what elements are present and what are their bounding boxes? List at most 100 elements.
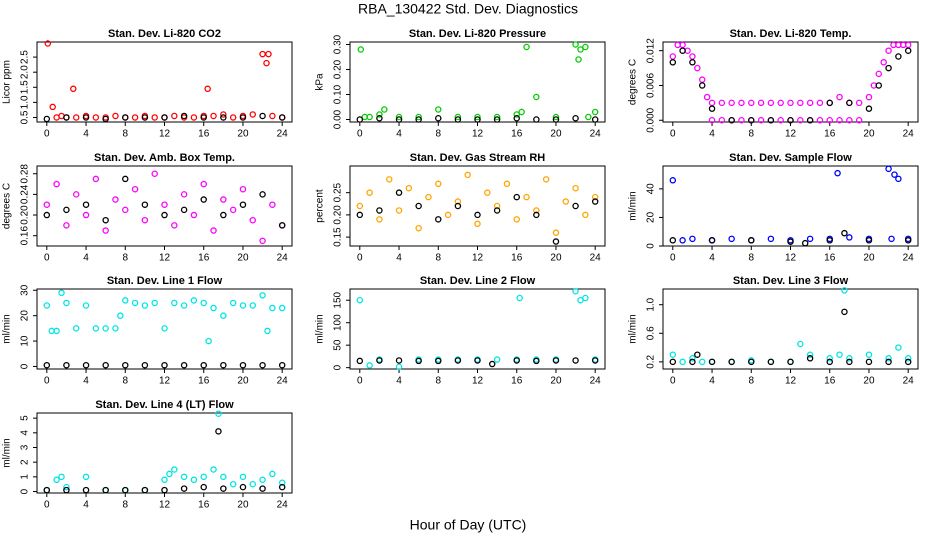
point <box>855 99 863 107</box>
point <box>122 486 129 494</box>
point <box>180 473 188 481</box>
point <box>239 473 247 481</box>
y-axis-label: ml/min <box>2 438 13 467</box>
point <box>117 312 124 319</box>
point <box>572 41 579 48</box>
point <box>708 237 716 244</box>
point <box>112 112 119 120</box>
x-tick-label: 4 <box>709 253 715 264</box>
point <box>278 483 286 491</box>
point <box>552 229 560 236</box>
point <box>249 480 257 488</box>
point <box>43 302 51 309</box>
point <box>92 114 100 121</box>
point <box>513 357 520 364</box>
point <box>82 114 90 121</box>
point <box>385 176 393 183</box>
y-tick-label: 3 <box>20 444 31 450</box>
point <box>454 198 462 205</box>
x-tick-label: 8 <box>122 253 128 264</box>
point <box>474 220 481 228</box>
point <box>82 302 90 309</box>
point <box>263 59 270 67</box>
point <box>200 473 207 481</box>
point <box>366 362 373 369</box>
point <box>572 357 579 364</box>
point <box>888 235 895 243</box>
point <box>82 201 90 208</box>
panel-title: Stan. Dev. Line 3 Flow <box>733 275 849 287</box>
point <box>694 351 701 358</box>
point <box>405 184 413 192</box>
point <box>591 198 599 205</box>
point <box>552 116 560 123</box>
point <box>356 357 364 365</box>
point <box>366 189 373 196</box>
x-tick-label: 24 <box>903 253 915 264</box>
point <box>552 113 560 121</box>
x-tick-label: 8 <box>122 129 128 140</box>
point <box>797 117 804 124</box>
x-tick-label: 8 <box>122 376 128 387</box>
panel-title: Stan. Dev. Li-820 CO2 <box>108 28 221 40</box>
point <box>493 116 501 123</box>
point <box>249 111 257 118</box>
point <box>493 202 501 210</box>
panel-title: Stan. Dev. Sample Flow <box>729 152 852 164</box>
x-tick-label: 24 <box>590 253 602 264</box>
y-axis-label: kPa <box>315 73 326 91</box>
point <box>533 93 540 101</box>
x-tick-label: 16 <box>824 376 836 387</box>
panel-title: Stan. Dev. Line 1 Flow <box>107 275 223 287</box>
point <box>679 237 686 244</box>
point <box>200 483 207 491</box>
point <box>767 117 775 124</box>
x-tick-label: 20 <box>550 253 562 264</box>
point <box>381 106 388 113</box>
x-tick-label: 16 <box>511 376 523 387</box>
point <box>582 294 589 302</box>
point <box>395 189 403 196</box>
point <box>269 112 276 120</box>
point <box>728 358 735 366</box>
point <box>891 171 898 178</box>
point <box>493 207 501 214</box>
point <box>239 201 247 208</box>
point <box>180 206 188 214</box>
point <box>846 99 853 107</box>
point <box>259 50 266 58</box>
point <box>904 237 912 244</box>
x-tick-label: 20 <box>863 129 875 140</box>
x-tick-label: 12 <box>472 376 484 387</box>
point <box>826 355 833 362</box>
point <box>395 116 403 123</box>
y-tick-label: 150 <box>333 291 344 308</box>
y-tick-label: 20 <box>20 310 31 322</box>
point <box>767 235 775 243</box>
x-tick-label: 24 <box>277 500 289 511</box>
point <box>220 361 227 369</box>
point <box>180 485 188 492</box>
point <box>239 114 247 121</box>
point <box>806 235 814 243</box>
point <box>200 180 207 188</box>
y-axis-label: ml/min <box>2 314 13 343</box>
point <box>376 207 383 214</box>
y-axis-label: degrees C <box>2 183 13 229</box>
y-tick-label: 0.20 <box>333 205 344 225</box>
point <box>748 117 755 124</box>
x-tick-label: 16 <box>511 253 523 264</box>
point <box>205 337 212 345</box>
point <box>718 99 726 107</box>
y-tick-label: 40 <box>646 183 657 195</box>
x-tick-label: 0 <box>44 376 50 387</box>
point <box>122 361 129 369</box>
point <box>875 70 883 78</box>
point <box>895 53 902 60</box>
y-tick-label: 0.20 <box>333 59 344 79</box>
point <box>533 211 540 219</box>
point <box>180 112 188 120</box>
x-tick-label: 12 <box>159 376 171 387</box>
y-tick-label: 0 <box>20 363 31 369</box>
point <box>53 327 60 335</box>
